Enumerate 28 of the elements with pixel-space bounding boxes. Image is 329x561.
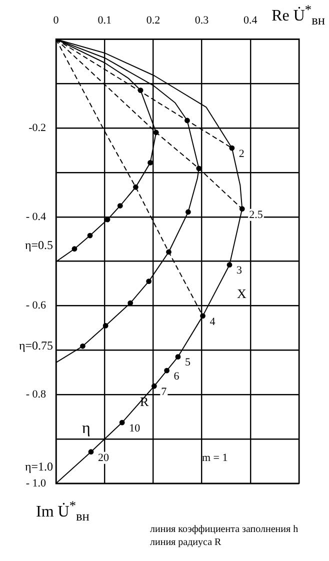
y-tick-label: -0.2 xyxy=(28,122,46,134)
annotation: m = 1 xyxy=(202,452,228,465)
x-tick-label: 0.1 xyxy=(98,14,112,26)
annotation: R xyxy=(140,394,149,409)
y-tick-label: - 0.6 xyxy=(26,300,46,312)
x-tick-label: 0 xyxy=(53,14,60,26)
x-tick-label: 0.2 xyxy=(146,14,160,26)
annotation: 4 xyxy=(210,316,216,328)
annotation: 5 xyxy=(184,356,191,369)
annotation: X xyxy=(237,286,246,301)
y-tick-label: - 0.8 xyxy=(26,388,46,400)
series-label: η=1.0 xyxy=(24,460,53,474)
x-tick-label: 0.3 xyxy=(194,14,210,26)
annotation: 3 xyxy=(236,264,242,277)
y-tick-label: - 0.4 xyxy=(26,210,46,223)
series-label: η=0.5 xyxy=(24,238,53,252)
annotation: 10 xyxy=(129,422,141,434)
annotation: 6 xyxy=(174,370,180,382)
x-tick-label: 0.4 xyxy=(244,14,258,26)
y-tick-label: - 1.0 xyxy=(26,477,46,490)
text: линия радиуса R xyxy=(150,536,222,549)
annotation: 7 xyxy=(161,386,168,398)
annotation: 2.5 xyxy=(249,208,264,221)
annotation: η xyxy=(82,420,90,437)
annotation: 2 xyxy=(238,148,244,160)
annotation: 20 xyxy=(98,452,110,464)
text: линия коэффициента заполнения h xyxy=(150,523,298,536)
series-label: η=0.75 xyxy=(18,338,53,353)
